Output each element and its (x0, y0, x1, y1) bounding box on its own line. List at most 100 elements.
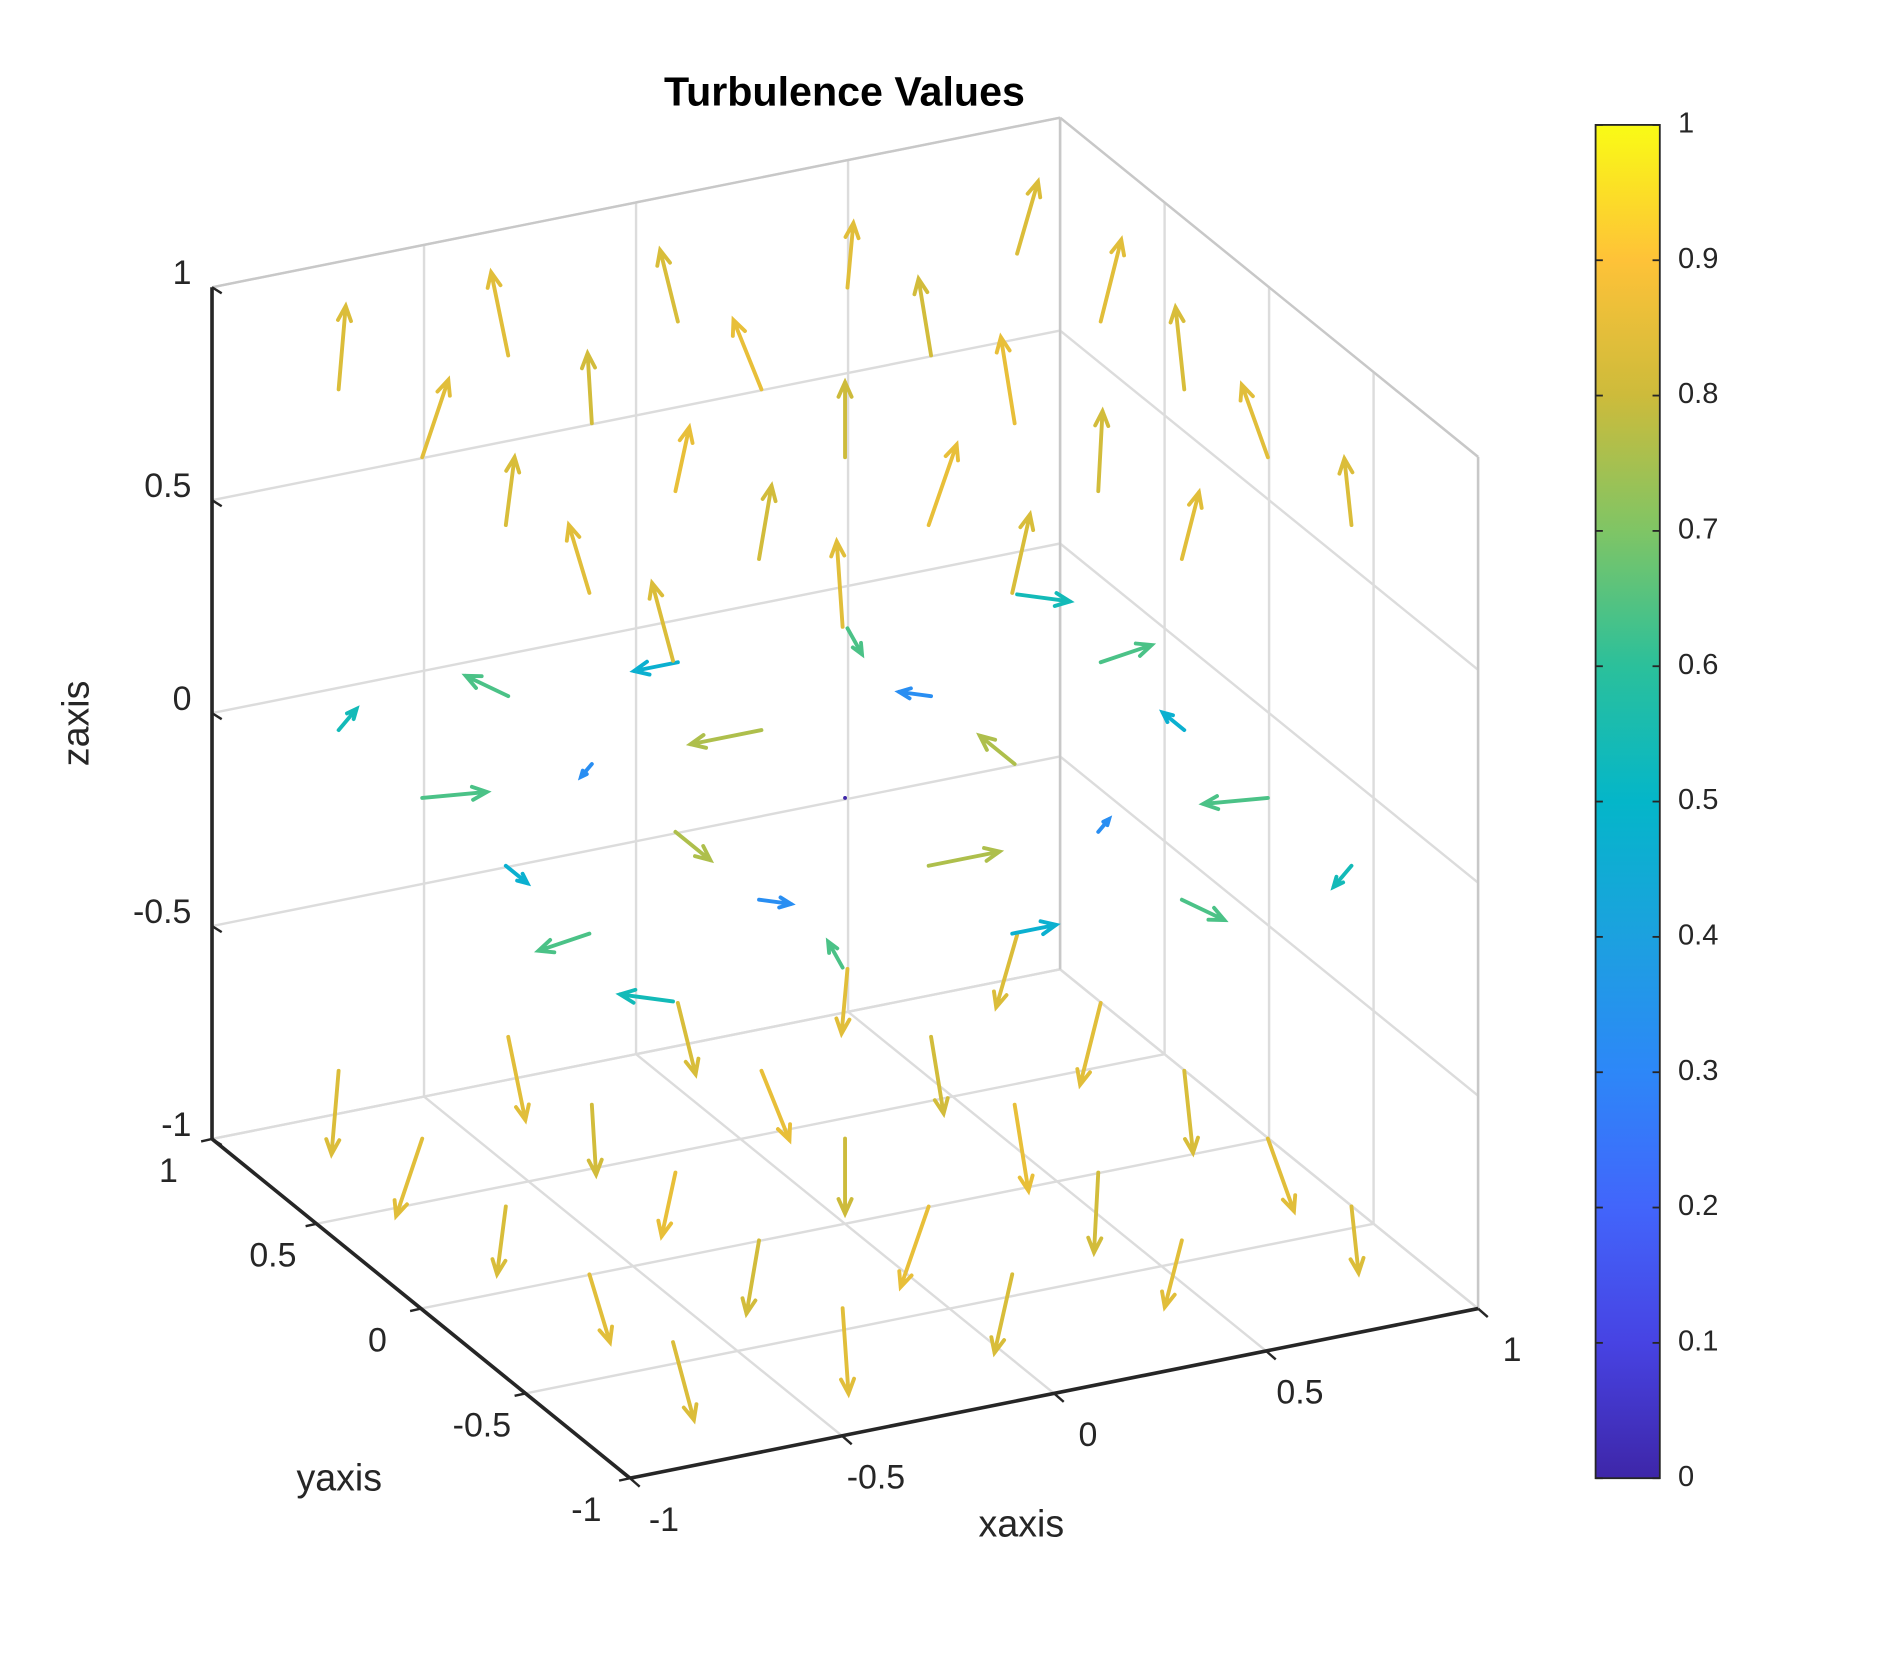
arrow (757, 481, 778, 561)
z-tick-label: -0.5 (133, 893, 191, 931)
arrow (577, 762, 594, 781)
chart-title: Turbulence Values (664, 69, 1025, 115)
arrow (1168, 302, 1187, 392)
arrow (336, 705, 360, 733)
colorbar-tick-label: 0 (1678, 1461, 1694, 1493)
colorbar-tick-label: 1 (1678, 108, 1694, 140)
arrow (1093, 406, 1111, 494)
colorbar-tick-label: 0.6 (1678, 649, 1718, 681)
arrow (1348, 1204, 1366, 1278)
arrow (420, 784, 492, 802)
arrow (490, 1204, 508, 1279)
arrow (675, 1000, 701, 1079)
arrow (1098, 235, 1126, 324)
arrow (503, 863, 532, 887)
arrow (656, 1170, 678, 1241)
arrow (894, 686, 934, 701)
arrow (336, 301, 353, 392)
arrow (1238, 380, 1270, 460)
colorbar-tick-label: 0.4 (1678, 920, 1718, 952)
arrow (461, 673, 511, 699)
x-tick (1477, 1307, 1489, 1318)
y-tick (200, 1137, 213, 1143)
z-tick (211, 1137, 223, 1147)
arrow (989, 1272, 1015, 1358)
z-tick-label: 1 (173, 254, 192, 292)
arrow (836, 377, 854, 460)
z-tick-label: -1 (161, 1106, 191, 1144)
y-tick-label: 0.5 (249, 1237, 296, 1275)
arrow (673, 829, 715, 864)
x-tick-label: 1 (1503, 1331, 1522, 1369)
x-tick-label: -1 (649, 1501, 679, 1539)
arrow (587, 1272, 614, 1347)
arrow (740, 1238, 761, 1319)
colorbar-tick-label: 0.9 (1678, 243, 1718, 275)
arrow (836, 1136, 854, 1219)
colorbar-tick-label: 0.1 (1678, 1326, 1718, 1358)
z-tick-label: 0 (173, 680, 192, 718)
arrow (647, 578, 675, 663)
arrow (392, 1136, 425, 1221)
colorbar-tick-label: 0.3 (1678, 1055, 1718, 1087)
y-tick-label: -0.5 (453, 1406, 511, 1444)
arrow (420, 375, 452, 460)
arrow (994, 332, 1017, 426)
x-tick (1265, 1350, 1277, 1361)
arrow (825, 937, 845, 970)
x-tick-label: -0.5 (847, 1458, 905, 1496)
x-tick (841, 1434, 853, 1446)
arrow (976, 732, 1017, 766)
colorbar-tick-label: 0.2 (1678, 1190, 1718, 1222)
arrow (564, 520, 592, 595)
arrow (730, 315, 764, 392)
arrow (1010, 509, 1036, 595)
box-edge (211, 116, 1061, 289)
grid-line (1059, 542, 1479, 884)
grid-line (211, 755, 1061, 928)
box-edge (1059, 116, 1479, 458)
z-tick (211, 712, 223, 721)
y-tick (409, 1307, 422, 1313)
colorbar-tick-label: 0.8 (1678, 378, 1718, 410)
grid-line (211, 542, 1061, 715)
z-tick (211, 286, 223, 295)
grid-line (211, 968, 1061, 1141)
arrow (615, 987, 675, 1005)
grid-line (211, 329, 1061, 502)
grid-line (1059, 755, 1479, 1097)
x-tick-label: 0.5 (1276, 1374, 1323, 1412)
x-tick (1053, 1392, 1065, 1403)
x-axis-label: xaxis (979, 1503, 1065, 1545)
arrow (926, 440, 960, 528)
arrow (1198, 794, 1270, 812)
arrow (843, 218, 861, 290)
arrow (1015, 591, 1075, 608)
arrow (1159, 709, 1187, 733)
grid-line (1059, 329, 1479, 671)
y-tick (514, 1392, 526, 1397)
arrow (759, 1068, 793, 1145)
y-axis-label: yaxis (296, 1457, 382, 1499)
arrow (926, 846, 1005, 868)
arrow (324, 1068, 342, 1159)
arrow (1179, 897, 1229, 923)
arrow (685, 728, 764, 750)
arrow (586, 1102, 604, 1180)
arrow (897, 1204, 931, 1292)
arrow (1098, 641, 1157, 665)
arrow (912, 274, 934, 358)
colorbar-tick-label: 0.5 (1678, 784, 1718, 816)
arrow (829, 536, 847, 629)
arrow (503, 452, 522, 528)
grid-line (316, 1052, 1165, 1225)
y-tick (305, 1222, 317, 1228)
arrow (1160, 1238, 1184, 1312)
arrow (655, 245, 680, 324)
arrow (1010, 919, 1061, 937)
arrow (757, 895, 796, 910)
colorbar (1594, 124, 1661, 1480)
arrow (929, 1034, 950, 1119)
